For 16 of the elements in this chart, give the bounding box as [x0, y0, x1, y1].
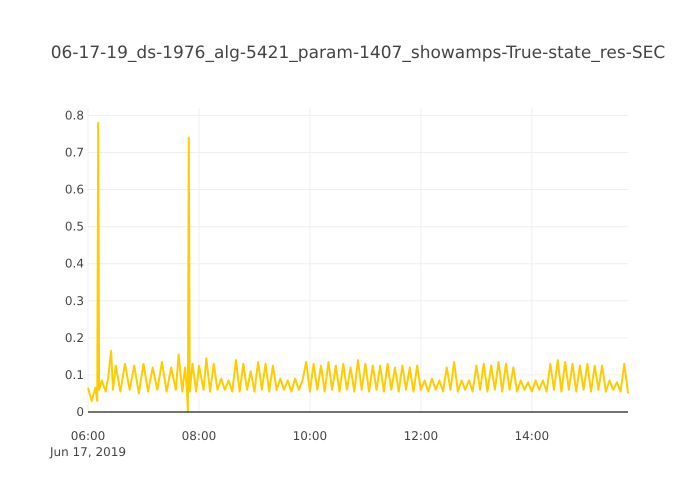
x-tick-label: 08:00: [182, 429, 216, 443]
x-tick-label: 06:00 Jun 17, 2019: [48, 429, 126, 459]
y-tick-label: 0.2: [64, 330, 84, 345]
y-tick-label: 0: [76, 405, 84, 419]
y-tick-label: 0.5: [64, 220, 84, 234]
y-tick-label: 0.7: [64, 145, 84, 160]
x-tick-label: 10:00: [292, 429, 328, 443]
y-tick-label: 0.6: [64, 182, 84, 197]
line-series: [87, 122, 629, 413]
y-tick-label: 0.8: [64, 108, 84, 122]
x-tick-label: 12:00: [404, 429, 438, 443]
chart-title: 06-17-19_ds-1976_alg-5421_param-1407_showamps-True-state_res-SEC: [50, 43, 666, 63]
x-tick-label: 14:00: [514, 429, 550, 443]
y-tick-label: 0.1: [64, 368, 84, 382]
y-tick-label: 0.4: [64, 256, 84, 271]
y-tick-label: 0.3: [64, 294, 84, 308]
